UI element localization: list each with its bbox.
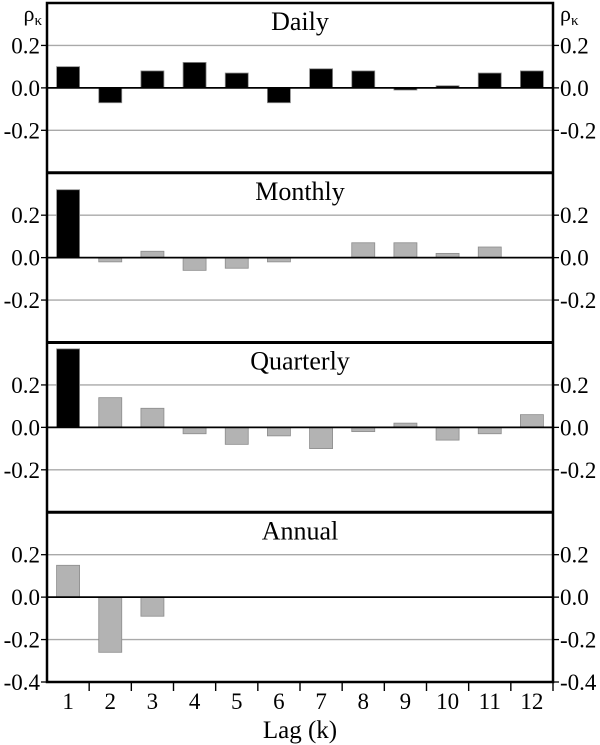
bar-daily-lag-8 <box>351 70 376 89</box>
y-tick-label-left: -0.2 <box>4 458 40 483</box>
bar-annual-lag-3 <box>140 596 165 617</box>
x-tick-label: 12 <box>520 689 543 714</box>
y-tick-label-left: 0.2 <box>11 373 40 398</box>
bar-monthly-lag-1 <box>56 189 80 259</box>
bar-monthly-lag-5 <box>224 257 249 269</box>
y-tick-label-left: -0.2 <box>4 628 40 653</box>
x-tick-label: 7 <box>315 689 327 714</box>
x-tick-label: 9 <box>400 689 412 714</box>
x-tick-label: 10 <box>436 689 459 714</box>
y-tick-label-right: 0.2 <box>560 203 589 228</box>
bar-monthly-lag-4 <box>182 257 207 271</box>
x-tick-label: 3 <box>147 689 159 714</box>
bar-quarterly-lag-6 <box>267 426 291 437</box>
bar-monthly-lag-8 <box>351 242 376 259</box>
bar-quarterly-lag-7 <box>309 426 333 449</box>
bar-daily-lag-12 <box>520 70 544 89</box>
x-tick-label: 1 <box>62 689 74 714</box>
bar-daily-lag-6 <box>267 87 291 104</box>
x-tick-label: 4 <box>189 689 201 714</box>
bar-quarterly-lag-12 <box>520 414 544 428</box>
y-axis-symbol-left: ρκ <box>23 1 42 29</box>
y-tick-label-left: 0.0 <box>11 415 40 440</box>
x-tick-label: 6 <box>273 689 285 714</box>
bar-daily-lag-5 <box>224 72 249 89</box>
y-tick-label-right: 0.0 <box>560 76 589 101</box>
bar-daily-lag-2 <box>98 87 123 104</box>
bar-monthly-lag-11 <box>477 246 502 259</box>
bar-daily-lag-4 <box>182 62 207 89</box>
bar-quarterly-lag-4 <box>182 426 207 435</box>
bar-annual-lag-1 <box>56 564 80 598</box>
bar-quarterly-lag-1 <box>56 348 80 428</box>
y-tick-label-left: 0.0 <box>11 585 40 610</box>
y-tick-label-right: -0.2 <box>560 458 596 483</box>
x-tick-label: 11 <box>479 689 501 714</box>
y-tick-label-left: -0.2 <box>4 288 40 313</box>
bar-quarterly-lag-10 <box>435 426 460 441</box>
y-tick-label-right: 0.2 <box>560 373 589 398</box>
y-tick-label-left: 0.0 <box>11 246 40 271</box>
x-tick-label: 8 <box>358 689 370 714</box>
y-tick-label-left: 0.2 <box>11 543 40 568</box>
bar-daily-lag-3 <box>140 70 165 89</box>
bar-monthly-lag-9 <box>393 242 418 259</box>
bar-daily-lag-1 <box>56 66 80 89</box>
bar-monthly-lag-3 <box>140 250 165 259</box>
y-axis-symbol-right: ρκ <box>560 1 579 29</box>
x-axis-label: Lag (k) <box>263 717 337 744</box>
y-tick-label-left: -0.2 <box>4 118 40 143</box>
y-tick-label-right: -0.4 <box>560 670 597 695</box>
panel-title-monthly: Monthly <box>255 177 345 206</box>
y-tick-label-right: 0.2 <box>560 543 589 568</box>
y-tick-label-left: 0.2 <box>11 33 40 58</box>
bar-quarterly-lag-2 <box>98 397 123 428</box>
panel-title-annual: Annual <box>262 516 339 545</box>
bar-quarterly-lag-5 <box>224 426 249 445</box>
bar-quarterly-lag-11 <box>477 426 502 435</box>
y-tick-label-right: 0.2 <box>560 33 589 58</box>
panel-title-daily: Daily <box>271 7 329 36</box>
bar-daily-lag-11 <box>477 72 502 89</box>
y-tick-label-left: 0.2 <box>11 203 40 228</box>
bar-annual-lag-2 <box>98 596 123 653</box>
y-tick-label-right: -0.2 <box>560 288 596 313</box>
bar-daily-lag-7 <box>309 68 333 89</box>
y-tick-label-right: 0.0 <box>560 246 589 271</box>
x-tick-label: 5 <box>231 689 243 714</box>
y-tick-label-right: -0.2 <box>560 628 596 653</box>
y-tick-label-right: 0.0 <box>560 585 589 610</box>
x-tick-label: 2 <box>105 689 117 714</box>
y-tick-label-right: -0.2 <box>560 118 596 143</box>
panel-title-quarterly: Quarterly <box>250 347 350 376</box>
y-tick-label-left: 0.0 <box>11 76 40 101</box>
y-tick-label-left: -0.4 <box>4 670 41 695</box>
y-tick-label-right: 0.0 <box>560 415 589 440</box>
bar-quarterly-lag-3 <box>140 407 165 428</box>
